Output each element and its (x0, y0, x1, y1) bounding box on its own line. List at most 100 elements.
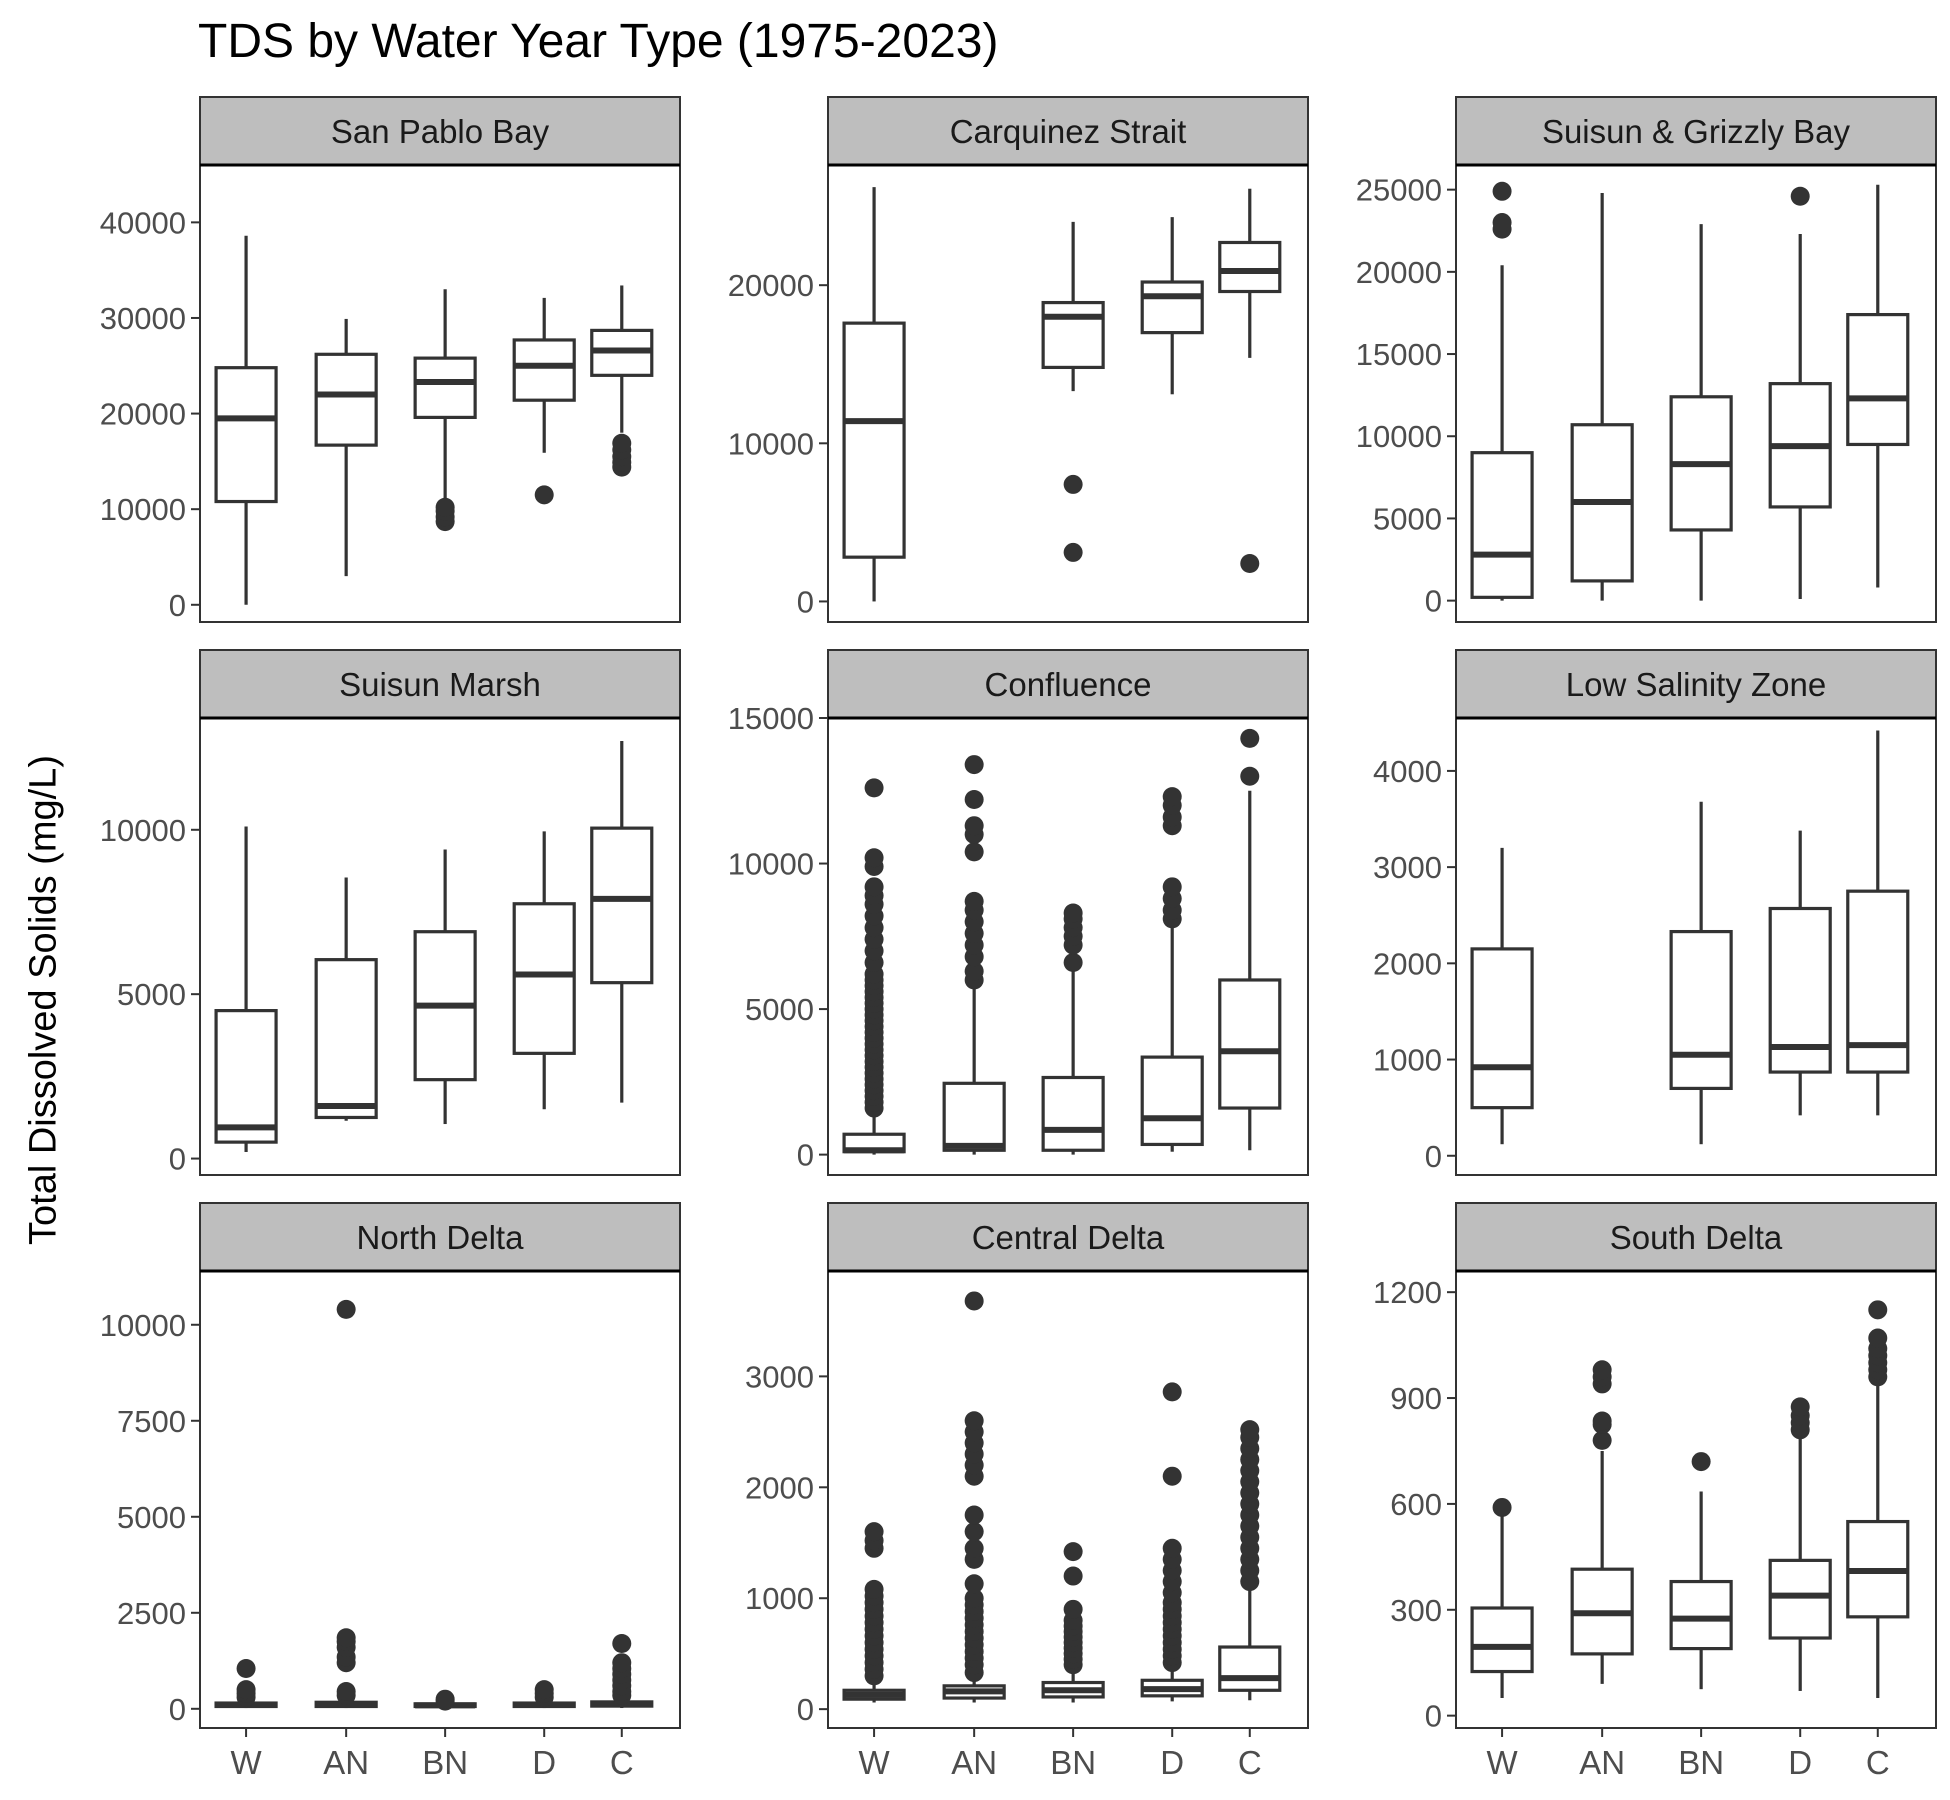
box-bn (1669, 929, 1733, 1091)
outlier-point (435, 497, 455, 517)
outlier-point (1063, 1566, 1083, 1586)
box-an (314, 352, 378, 447)
box-w (1470, 451, 1534, 599)
facet-strip-label: Central Delta (972, 1219, 1165, 1256)
outlier-point (964, 816, 984, 836)
x-tick-label: BN (1678, 1744, 1724, 1781)
outlier-point (435, 1689, 455, 1709)
box-c (590, 826, 654, 985)
y-tick-label: 0 (1425, 1699, 1442, 1734)
outlier-point (534, 485, 554, 505)
y-tick-label: 1200 (1373, 1275, 1442, 1310)
y-tick-label: 3000 (1373, 850, 1442, 885)
y-tick-label: 25000 (1356, 173, 1442, 208)
x-tick-label: AN (951, 1744, 997, 1781)
box-d (1140, 280, 1204, 335)
outlier-point (534, 1680, 554, 1700)
outlier-point (964, 1574, 984, 1594)
chart-title: TDS by Water Year Type (1975-2023) (198, 15, 999, 68)
y-tick-label: 20000 (1356, 255, 1442, 290)
y-tick-label: 10000 (728, 847, 814, 882)
box-d (1140, 1055, 1204, 1147)
box-bn (1041, 300, 1105, 370)
y-tick-label: 10000 (728, 426, 814, 461)
outlier-point (1592, 1411, 1612, 1431)
box-d (512, 338, 576, 402)
outlier-point (612, 433, 632, 453)
x-tick-label: D (1160, 1744, 1184, 1781)
x-tick-label: BN (1050, 1744, 1096, 1781)
box-bn (1041, 1075, 1105, 1152)
outlier-point (964, 790, 984, 810)
facet-strip-suisun-grizzly-bay (1455, 96, 1937, 166)
y-tick-label: 0 (169, 1142, 186, 1177)
outlier-point (964, 891, 984, 911)
y-tick-label: 15000 (728, 701, 814, 736)
outlier-point (1492, 181, 1512, 201)
box-c (1846, 312, 1910, 447)
outlier-point (864, 1522, 884, 1542)
x-tick-label: BN (422, 1744, 468, 1781)
outlier-point (1063, 1542, 1083, 1562)
outlier-point (964, 1538, 984, 1558)
box-c (1218, 240, 1282, 294)
facet-strip-carquinez-strait (827, 96, 1309, 166)
x-tick-label: W (1487, 1744, 1519, 1781)
y-tick-label: 10000 (100, 492, 186, 527)
outlier-point (1592, 1430, 1612, 1450)
outlier-point (864, 778, 884, 798)
outlier-point (336, 1299, 356, 1319)
y-tick-label: 15000 (1356, 337, 1442, 372)
y-tick-label: 0 (797, 584, 814, 619)
outlier-point (1592, 1360, 1612, 1380)
y-tick-label: 20000 (100, 397, 186, 432)
y-tick-label: 2000 (745, 1470, 814, 1505)
y-tick-label: 0 (797, 1692, 814, 1727)
outlier-point (236, 1658, 256, 1678)
facet-strip-label: Carquinez Strait (950, 113, 1187, 150)
facet-strip-low-salinity-zone (1455, 649, 1937, 719)
y-tick-label: 40000 (100, 205, 186, 240)
y-tick-label: 0 (1425, 1139, 1442, 1174)
outlier-point (1492, 213, 1512, 233)
outlier-point (1868, 1300, 1888, 1320)
facet-strip-label: Confluence (985, 666, 1152, 703)
facet-strip-south-delta (1455, 1202, 1937, 1272)
box-w (1470, 1606, 1534, 1674)
y-tick-label: 600 (1390, 1487, 1442, 1522)
y-tick-label: 2500 (117, 1596, 186, 1631)
outlier-point (612, 1634, 632, 1654)
box-d (1768, 1558, 1832, 1640)
outlier-point (1063, 903, 1083, 923)
outlier-point (1790, 1397, 1810, 1417)
y-tick-label: 3000 (745, 1359, 814, 1394)
outlier-point (1790, 186, 1810, 206)
outlier-point (1162, 787, 1182, 807)
outlier-point (864, 848, 884, 868)
y-tick-label: 10000 (100, 1308, 186, 1343)
box-bn (413, 356, 477, 420)
facet-strip-label: Low Salinity Zone (1566, 666, 1826, 703)
y-tick-label: 10000 (100, 813, 186, 848)
x-tick-label: W (859, 1744, 891, 1781)
outlier-point (1240, 766, 1260, 786)
outlier-point (964, 1522, 984, 1542)
outlier-point (964, 1505, 984, 1525)
outlier-point (1162, 1466, 1182, 1486)
outlier-point (336, 1682, 356, 1702)
outlier-point (1063, 542, 1083, 562)
facet-strip-confluence (827, 649, 1309, 719)
outlier-point (964, 842, 984, 862)
outlier-point (1691, 1452, 1711, 1472)
facet-strip-label: North Delta (357, 1219, 525, 1256)
outlier-point (1240, 1420, 1260, 1440)
y-tick-label: 20000 (728, 268, 814, 303)
y-tick-label: 4000 (1373, 754, 1442, 789)
box-w (1470, 947, 1534, 1110)
box-c (1846, 889, 1910, 1074)
y-tick-label: 30000 (100, 301, 186, 336)
y-tick-label: 0 (169, 588, 186, 623)
box-an (314, 958, 378, 1120)
facet-strip-suisun-marsh (199, 649, 681, 719)
